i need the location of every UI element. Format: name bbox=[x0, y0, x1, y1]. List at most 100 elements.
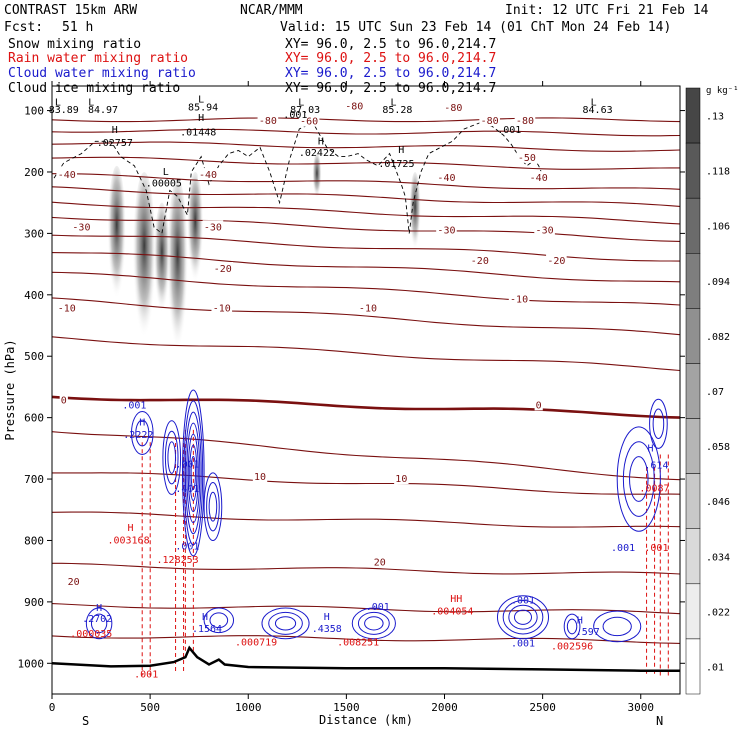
contour-label: -20 bbox=[214, 264, 232, 275]
extremum-label: .02757 bbox=[97, 138, 133, 149]
cloud-water-contour bbox=[496, 595, 550, 640]
extremum-label: L bbox=[390, 98, 396, 109]
hydrometeor-label: .001 bbox=[511, 596, 535, 607]
extremum-label: .01725 bbox=[378, 159, 414, 170]
colorbar-swatch bbox=[685, 308, 701, 364]
contour-label: -40 bbox=[530, 173, 548, 184]
contour-label-bg bbox=[528, 171, 549, 184]
field-xy-rain: XY= 96.0, 2.5 to 96.0,214.7 bbox=[285, 51, 496, 66]
fcst-label: Fcst: bbox=[4, 20, 43, 35]
extremum-label: H bbox=[112, 125, 118, 136]
contour-label-bg bbox=[197, 168, 219, 181]
isotherm--60 bbox=[52, 141, 680, 152]
isotherm-5 bbox=[52, 431, 680, 481]
cloud-water-contour bbox=[203, 607, 235, 634]
cloud-water-contour bbox=[351, 607, 396, 640]
cloud-water-cell-6 bbox=[261, 607, 310, 640]
isotherm--30 bbox=[52, 216, 680, 242]
cloud-water-contour bbox=[261, 607, 310, 640]
field-xy-cloud-water: XY= 96.0, 2.5 to 96.0,214.7 bbox=[285, 66, 496, 81]
isotherm--45 bbox=[52, 173, 680, 190]
hydrometeor-label: H bbox=[648, 443, 654, 454]
contour-label: 0 bbox=[61, 395, 67, 406]
cloud-water-contour bbox=[183, 400, 204, 546]
extremum-label: L bbox=[163, 167, 169, 178]
contour-label: 10 bbox=[395, 474, 407, 485]
cloud-water-cell-5 bbox=[203, 607, 235, 634]
isotherm-30 bbox=[52, 635, 680, 644]
cloud-water-contour bbox=[190, 455, 196, 490]
snow-shading-4 bbox=[187, 171, 204, 295]
hydrometeor-label: .597 bbox=[576, 627, 600, 638]
extremum-label: .001 bbox=[283, 110, 307, 121]
colorbar-swatch bbox=[685, 87, 701, 144]
colorbar-swatch bbox=[685, 583, 701, 640]
contour-label-bg bbox=[66, 575, 81, 588]
cloud-water-contour bbox=[164, 430, 179, 485]
cloud-water-contour bbox=[162, 420, 182, 495]
contour-label: -30 bbox=[204, 222, 222, 233]
extremum-label: H bbox=[198, 113, 204, 124]
x-tick-label: 3000 bbox=[628, 701, 655, 714]
y-axis-title: Pressure (hPa) bbox=[3, 339, 17, 440]
colorbar-swatch bbox=[685, 197, 701, 254]
colorbar-label: .07 bbox=[706, 387, 724, 398]
contour-label: -20 bbox=[471, 256, 489, 267]
cloud-water-contour bbox=[167, 441, 176, 474]
cloud-water-contour bbox=[364, 616, 384, 631]
hydrometeor-label: .003168 bbox=[107, 535, 149, 546]
contour-label-bg bbox=[508, 292, 530, 305]
valid-time: Valid: 15 UTC Sun 23 Feb 14 (01 ChT Mon … bbox=[280, 20, 671, 35]
hydrometeor-label: .128253 bbox=[157, 555, 199, 566]
y-tick-label: 500 bbox=[24, 350, 44, 363]
hydrometeor-label: .001 bbox=[611, 543, 635, 554]
contour-label-bg bbox=[357, 301, 379, 314]
hydrometeor-label: .001 bbox=[644, 543, 668, 554]
snow-shading-2 bbox=[153, 202, 171, 326]
cloud-water-cell-1 bbox=[162, 420, 182, 495]
colorbar-label: .094 bbox=[706, 277, 730, 288]
left-title: CONTRAST 15km ARW bbox=[4, 3, 137, 18]
x-tick-label: 1500 bbox=[333, 701, 360, 714]
extremum-label: H bbox=[398, 145, 404, 156]
extremum-label: L bbox=[88, 98, 94, 109]
hydrometeor-label: .4358 bbox=[312, 624, 342, 635]
init-time: Init: 12 UTC Fri 21 Feb 14 bbox=[505, 3, 709, 18]
north-label: N bbox=[656, 714, 663, 728]
cloud-water-contour bbox=[508, 604, 538, 630]
contour-label-bg bbox=[59, 393, 68, 406]
cloud-water-contour bbox=[616, 426, 661, 532]
contour-label: 0 bbox=[536, 400, 542, 411]
extremum-label: 83.89 bbox=[49, 105, 79, 116]
colorbar-swatch bbox=[685, 363, 701, 419]
field-xy-cloud-ice: XY= 96.0, 2.5 to 96.0,214.7 bbox=[285, 81, 496, 96]
contour-label: -10 bbox=[510, 295, 528, 306]
y-tick-label: 900 bbox=[24, 596, 44, 609]
contour-label: -20 bbox=[547, 256, 565, 267]
contour-label-bg bbox=[436, 223, 457, 236]
field-xy-snow: XY= 96.0, 2.5 to 96.0,214.7 bbox=[285, 37, 496, 52]
snow-shading-6 bbox=[312, 153, 322, 203]
contour-label: -80 bbox=[259, 116, 277, 127]
cloud-water-contour bbox=[513, 609, 533, 625]
colorbar-swatch bbox=[685, 142, 701, 199]
isotherm-15 bbox=[52, 511, 680, 528]
colorbar-swatch bbox=[685, 253, 701, 309]
rain-shaft-1 bbox=[175, 436, 185, 673]
center-title: NCAR/MMM bbox=[240, 3, 303, 18]
contour-label: -40 bbox=[199, 170, 217, 181]
extremum-label: .001 bbox=[497, 125, 521, 136]
contour-label-bg bbox=[212, 262, 234, 275]
colorbar-swatch bbox=[685, 418, 701, 474]
y-tick-label: 200 bbox=[24, 166, 44, 179]
hydrometeor-label: .2702 bbox=[82, 614, 112, 625]
hydrometeor-label: .001 bbox=[511, 639, 535, 650]
cloud-water-cell-12 bbox=[649, 398, 668, 449]
isotherm-20 bbox=[52, 562, 680, 575]
cloud-water-contour bbox=[652, 408, 665, 440]
cloud-water-contour bbox=[130, 410, 154, 455]
y-tick-label: 400 bbox=[24, 289, 44, 302]
contour-label-bg bbox=[71, 220, 92, 233]
hydrometeor-label: .004054 bbox=[431, 607, 473, 618]
